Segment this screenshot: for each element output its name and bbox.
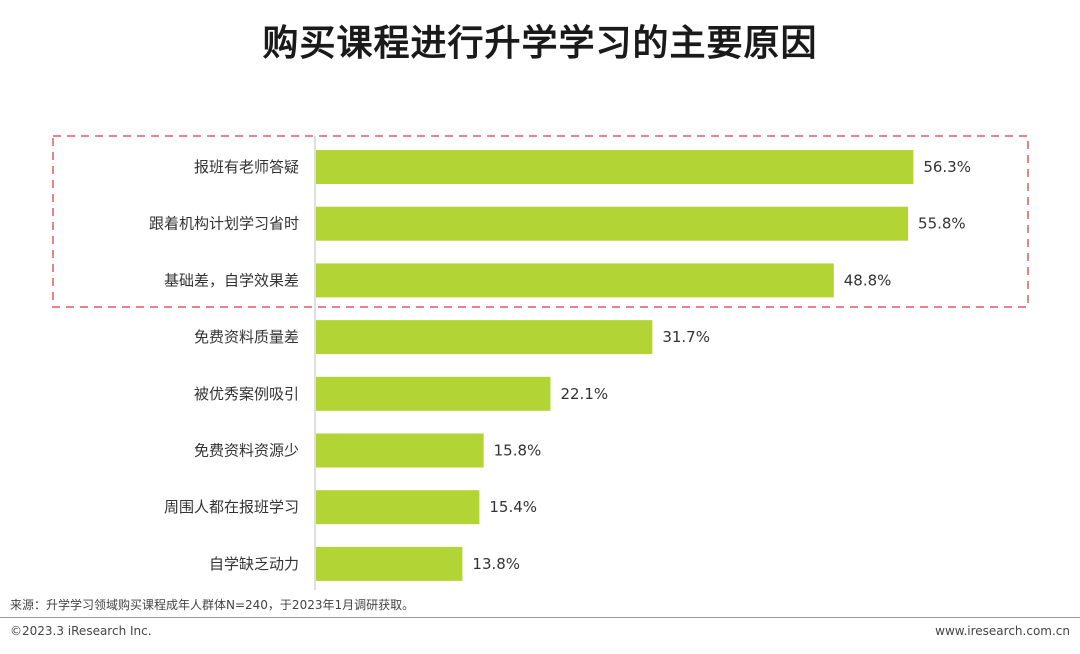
website-url: www.iresearch.com.cn: [935, 624, 1070, 638]
bar: [316, 150, 914, 184]
value-label: 22.1%: [560, 385, 608, 403]
value-label: 31.7%: [662, 328, 710, 346]
bar-chart: 报班有老师答疑 56.3% 跟着机构计划学习省时 55.8% 基础差，自学效果差 48.8…: [52, 135, 1029, 590]
bars-group: 报班有老师答疑 56.3% 跟着机构计划学习省时 55.8% 基础差，自学效果差 48.8…: [149, 150, 971, 581]
category-label: 基础差，自学效果差: [164, 271, 299, 289]
footer-divider: [0, 617, 1080, 618]
category-label: 自学缺乏动力: [209, 555, 299, 573]
category-label: 报班有老师答疑: [194, 158, 299, 176]
value-label: 56.3%: [923, 158, 971, 176]
bar: [316, 376, 551, 411]
source-note: 来源：升学学习领域购买课程成年人群体N=240，于2023年1月调研获取。: [10, 598, 415, 612]
category-label: 周围人都在报班学习: [164, 498, 299, 516]
value-label: 15.4%: [489, 498, 537, 516]
category-label: 被优秀案例吸引: [194, 385, 299, 403]
category-label: 跟着机构计划学习省时: [149, 215, 299, 233]
value-label: 15.8%: [494, 442, 542, 460]
copyright-text: ©2023.3 iResearch Inc.: [10, 624, 152, 638]
bar: [316, 320, 653, 355]
value-label: 13.8%: [472, 555, 520, 573]
bar: [316, 206, 909, 241]
value-label: 48.8%: [844, 271, 892, 289]
bar: [316, 490, 480, 525]
bar: [316, 263, 834, 298]
category-label: 免费资料资源少: [194, 442, 299, 460]
bar: [316, 433, 484, 468]
category-label: 免费资料质量差: [194, 328, 299, 346]
bar: [316, 546, 463, 581]
chart-title: 购买课程进行升学学习的主要原因: [262, 23, 818, 64]
value-label: 55.8%: [918, 215, 966, 233]
